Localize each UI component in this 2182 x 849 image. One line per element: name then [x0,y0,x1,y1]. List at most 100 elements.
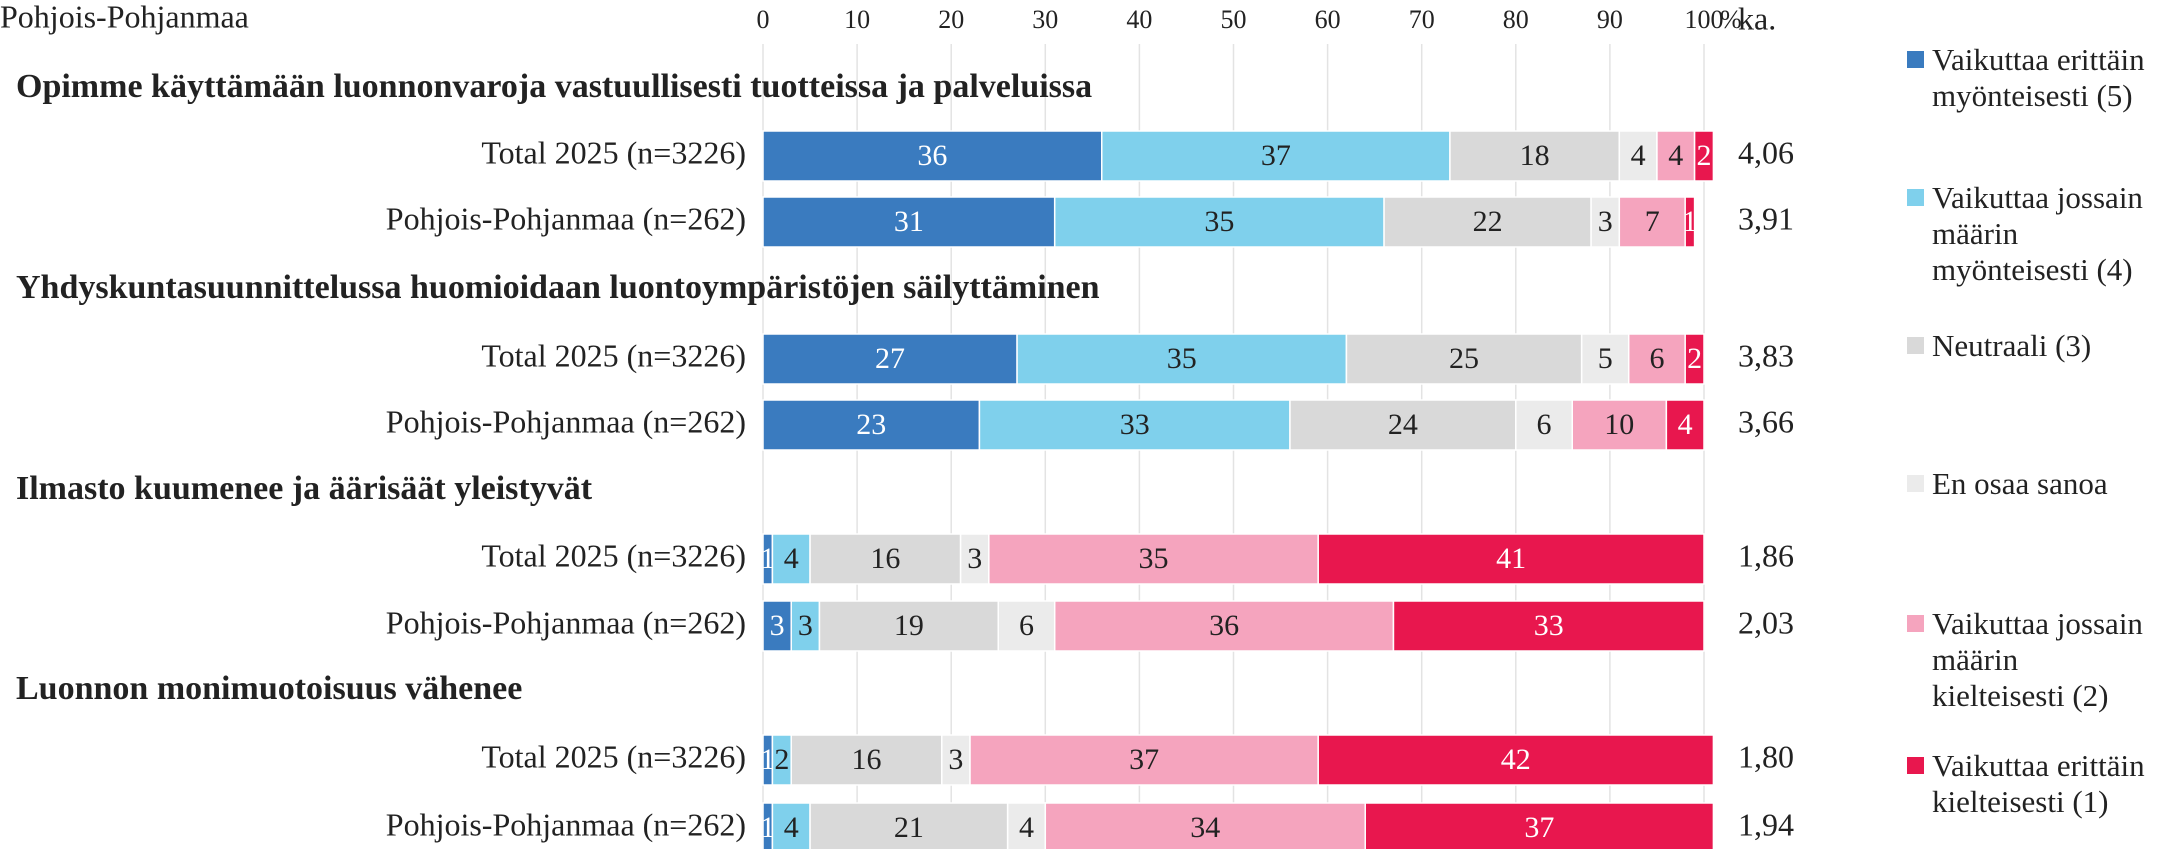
data-label: 27 [875,342,905,375]
data-label: 1 [760,743,775,776]
data-label: 4 [1678,408,1693,441]
subtitle: Pohjois-Pohjanmaa [0,0,249,34]
legend-item: En osaa sanoa [1907,466,2157,502]
x-tick-label: 40 [1126,5,1152,34]
legend-swatch [1907,189,1924,206]
bar-segment [1515,399,1574,451]
x-tick-label: 10 [844,5,870,34]
row-label: Pohjois-Pohjanmaa (n=262) [386,604,746,640]
data-label: 2 [1687,342,1702,375]
data-label: 1 [1682,205,1697,238]
data-label: 6 [1019,609,1034,642]
bar-segment [1618,130,1658,182]
bar-segment [959,533,990,585]
data-label: 22 [1473,205,1503,238]
average-label: 1,86 [1738,537,1794,573]
bar-segment [997,600,1056,652]
bar-segment [1289,399,1517,451]
bar-segment [1044,802,1366,849]
data-label: 33 [1534,609,1564,642]
legend-label: Vaikuttaa erittäin kielteisesti (1) [1932,748,2145,819]
bar-segment [809,802,1009,849]
data-label: 1 [760,542,775,575]
data-label: 37 [1261,139,1291,172]
data-label: 25 [1449,342,1479,375]
bar-segment [969,734,1319,786]
bar-segment [762,600,792,652]
legend-label: Neutraali (3) [1932,328,2092,363]
data-label: 35 [1139,542,1169,575]
legend-item: Vaikuttaa jossain määrin kielteisesti (2… [1907,606,2157,714]
bar-segment [1580,333,1630,385]
row-label: Total 2025 (n=3226) [481,134,746,170]
bar-segment [762,130,1103,182]
data-label: 4 [1668,139,1683,172]
data-label: 6 [1537,408,1552,441]
bar-segment [1618,196,1686,248]
bar-segment [762,399,981,451]
bar-segment [771,533,811,585]
bar-segment [1665,399,1705,451]
data-label: 16 [870,542,900,575]
data-label: 4 [784,811,799,844]
legend-label: Vaikuttaa jossain määrin myönteisesti (4… [1932,180,2143,287]
bar-segment [1627,333,1686,385]
bar-segment [941,734,971,786]
bar-segment [1016,333,1348,385]
row-label: Total 2025 (n=3226) [481,337,746,373]
bar-segment [762,196,1056,248]
data-label: 36 [917,139,947,172]
bar-segment [818,600,1000,652]
group-title: Ilmasto kuumenee ja äärisäät yleistyvät [16,470,593,507]
average-label: 3,83 [1738,337,1794,373]
data-label: 6 [1649,342,1664,375]
data-label: 21 [894,811,924,844]
data-label: 37 [1129,743,1159,776]
bar-segment [809,533,962,585]
data-label: 4 [1631,139,1646,172]
x-tick-label: 60 [1315,5,1341,34]
data-label: 23 [856,408,886,441]
data-label: 5 [1598,342,1613,375]
x-tick-label: 100 [1685,5,1724,34]
data-label: 10 [1604,408,1634,441]
bar-segment [1684,333,1705,385]
legend-label: En osaa sanoa [1932,466,2108,501]
x-tick-label: 80 [1503,5,1529,34]
bar-segment [988,533,1319,585]
data-label: 34 [1190,811,1220,844]
legend-swatch [1907,615,1924,632]
data-label: 16 [852,743,882,776]
legend-swatch [1907,337,1924,354]
bar-segment [978,399,1291,451]
bar-segment [1101,130,1451,182]
legend-item: Vaikuttaa erittäin kielteisesti (1) [1907,748,2157,820]
x-tick-label: 30 [1032,5,1058,34]
data-label: 33 [1120,408,1150,441]
data-label: 4 [1019,811,1034,844]
data-label: 3 [770,609,785,642]
legend-swatch [1907,475,1924,492]
x-tick-label: 20 [938,5,964,34]
data-label: 18 [1520,139,1550,172]
group-title: Yhdyskuntasuunnittelussa huomioidaan luo… [16,269,1100,306]
average-label: 1,94 [1738,806,1794,842]
average-label: 3,91 [1738,200,1794,236]
row-label: Pohjois-Pohjanmaa (n=262) [386,403,746,439]
x-unit: % [1720,5,1742,34]
bar-segment [1364,802,1715,849]
averages-header: ka. [1738,0,1776,36]
legend-item: Vaikuttaa jossain määrin myönteisesti (4… [1907,180,2157,288]
bar-segment [1345,333,1583,385]
data-label: 3 [1598,205,1613,238]
data-label: 37 [1524,811,1554,844]
bar-segment [1392,600,1705,652]
row-label: Pohjois-Pohjanmaa (n=262) [386,200,746,236]
data-label: 24 [1388,408,1418,441]
data-label: 1 [760,811,775,844]
data-label: 3 [798,609,813,642]
x-tick-label: 50 [1221,5,1247,34]
average-label: 1,80 [1738,738,1794,774]
